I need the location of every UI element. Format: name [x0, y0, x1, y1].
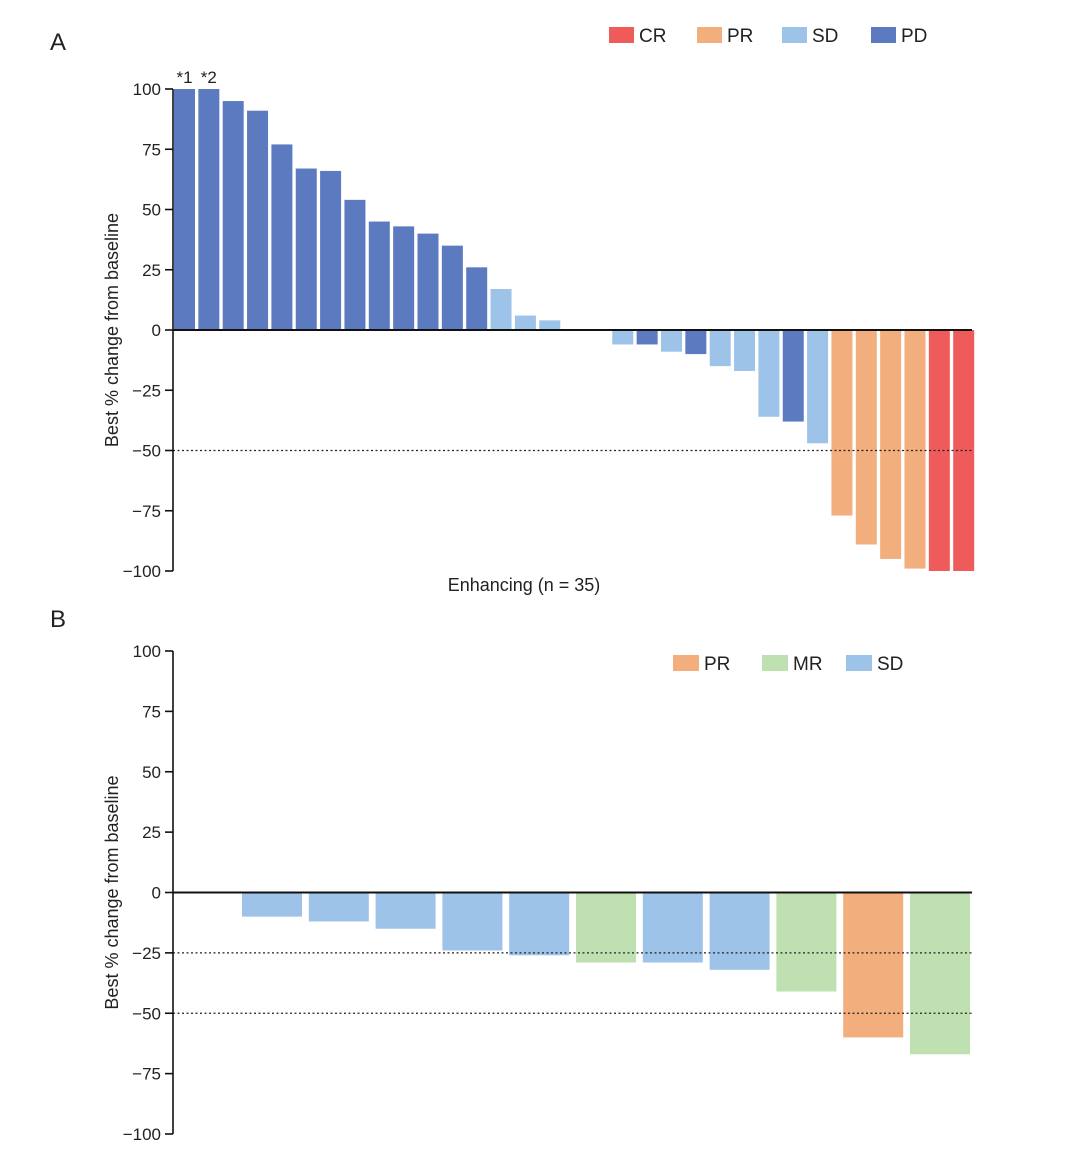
- y-tick-label: 75: [142, 702, 161, 721]
- bar-pd: [368, 221, 390, 330]
- bar-pd: [320, 170, 342, 330]
- legend-label-pd: PD: [901, 26, 927, 47]
- legend-label-pr: PR: [727, 26, 753, 47]
- y-tick-label: 25: [142, 261, 161, 280]
- bar-pd: [685, 330, 707, 355]
- y-tick-label: −75: [132, 502, 161, 521]
- bar-pd: [271, 144, 293, 330]
- legend-label-pr: PR: [704, 654, 730, 675]
- bar-pd: [417, 233, 439, 330]
- panel-label: B: [50, 606, 66, 633]
- y-tick-label: −25: [132, 944, 161, 963]
- y-tick-label: 100: [133, 80, 161, 99]
- bar-sd: [807, 330, 829, 444]
- bar-sd: [242, 892, 302, 917]
- bar-pd: [636, 330, 658, 345]
- bar-sd: [734, 330, 756, 371]
- legend-label-cr: CR: [639, 26, 666, 47]
- bar-sd: [539, 320, 561, 330]
- bar-sd: [642, 892, 703, 963]
- bar-pd: [393, 226, 415, 330]
- y-tick-label: −25: [132, 381, 161, 400]
- legend-swatch-pd: [871, 27, 896, 43]
- y-tick-label: −75: [132, 1065, 161, 1084]
- y-tick-label: 50: [142, 201, 161, 220]
- bar-annotation: *2: [201, 68, 217, 87]
- legend-swatch-sd: [782, 27, 807, 43]
- y-tick-label: 100: [133, 642, 161, 661]
- legend-label-sd: SD: [877, 654, 903, 675]
- bar-pd: [174, 89, 195, 330]
- y-tick-label: −100: [123, 562, 161, 581]
- legend: PR MR SD: [673, 654, 903, 675]
- bar-pr: [855, 330, 877, 545]
- bar-pd: [198, 89, 220, 330]
- x-axis-title: Enhancing (n = 35): [448, 575, 601, 595]
- bar-pr: [831, 330, 853, 516]
- bar-sd: [308, 892, 369, 922]
- bar-sd: [758, 330, 780, 417]
- legend-label-sd: SD: [812, 26, 838, 47]
- panel-label: A: [50, 29, 66, 56]
- bar-sd: [514, 315, 536, 330]
- legend-label-mr: MR: [793, 654, 823, 675]
- y-tick-label: 25: [142, 823, 161, 842]
- y-axis-title: Best % change from baseline: [102, 775, 122, 1009]
- bar-cr: [953, 330, 975, 571]
- legend-swatch-mr: [762, 655, 788, 671]
- bar-pr: [880, 330, 902, 559]
- bar-sd: [490, 289, 512, 330]
- bar-sd: [709, 892, 770, 970]
- y-tick-label: −50: [132, 442, 161, 461]
- bar-pd: [782, 330, 804, 422]
- bar-mr: [776, 892, 837, 992]
- bar-pd: [466, 267, 488, 330]
- panel-a: A *1 *2 100 75 50 25 0 −25 −50 −75 −100 Best % chang…: [50, 26, 975, 595]
- y-tick-label: 50: [142, 763, 161, 782]
- bar-sd: [375, 892, 436, 929]
- bar-pd: [441, 245, 463, 330]
- y-axis-title: Best % change from baseline: [102, 213, 122, 447]
- legend: CR PR SD PD: [609, 26, 927, 47]
- y-tick-label: 0: [152, 884, 161, 903]
- bar-pd: [295, 168, 317, 330]
- y-tick-label: −100: [123, 1125, 161, 1144]
- panel-b: B 100 75 50 25 0 −25 −50 −75 −100 Best % change fr…: [50, 606, 972, 1144]
- bar-pd: [344, 199, 366, 330]
- bar-pr: [843, 892, 904, 1038]
- y-tick-label: 75: [142, 140, 161, 159]
- y-tick-label: −50: [132, 1004, 161, 1023]
- bar-mr: [910, 892, 970, 1055]
- bar-sd: [661, 330, 682, 352]
- y-tick-label: 0: [152, 321, 161, 340]
- legend-swatch-sd: [846, 655, 872, 671]
- bar-pd: [247, 110, 269, 330]
- legend-swatch-cr: [609, 27, 634, 43]
- bar-sd: [709, 330, 731, 367]
- bar-sd: [509, 892, 570, 956]
- legend-swatch-pr: [673, 655, 699, 671]
- bar-pr: [904, 330, 926, 569]
- bar-sd: [442, 892, 503, 951]
- legend-swatch-pr: [697, 27, 722, 43]
- bar-annotation: *1: [176, 68, 192, 87]
- bar-mr: [576, 892, 636, 963]
- bar-pd: [222, 101, 244, 330]
- bar-sd: [612, 330, 634, 345]
